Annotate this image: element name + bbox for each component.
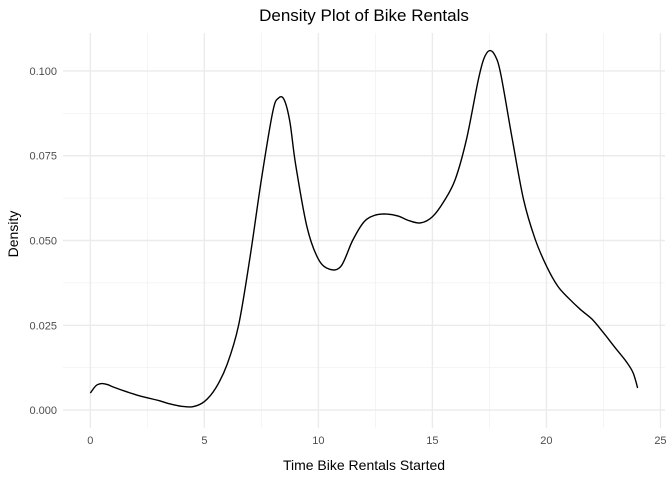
x-tick-label: 5 [201,435,207,447]
x-axis-title: Time Bike Rentals Started [283,457,445,473]
x-tick-label: 10 [312,435,324,447]
y-axis-tick-labels: 0.000 0.025 0.050 0.075 0.100 [29,66,57,417]
chart-title: Density Plot of Bike Rentals [259,6,469,25]
major-gridlines [63,33,665,428]
y-tick-label: 0.075 [29,151,57,163]
minor-gridlines [63,33,665,428]
y-tick-label: 0.025 [29,320,57,332]
y-axis-title: Density [5,211,21,258]
density-line [89,49,639,408]
x-tick-label: 25 [654,435,666,447]
series-group [89,49,639,408]
x-tick-label: 15 [426,435,438,447]
x-axis-tick-labels: 0 5 10 15 20 25 [87,435,666,447]
x-tick-label: 0 [87,435,93,447]
y-tick-label: 0.100 [29,66,57,78]
y-tick-label: 0.050 [29,236,57,248]
x-tick-label: 20 [540,435,552,447]
y-tick-label: 0.000 [29,405,57,417]
